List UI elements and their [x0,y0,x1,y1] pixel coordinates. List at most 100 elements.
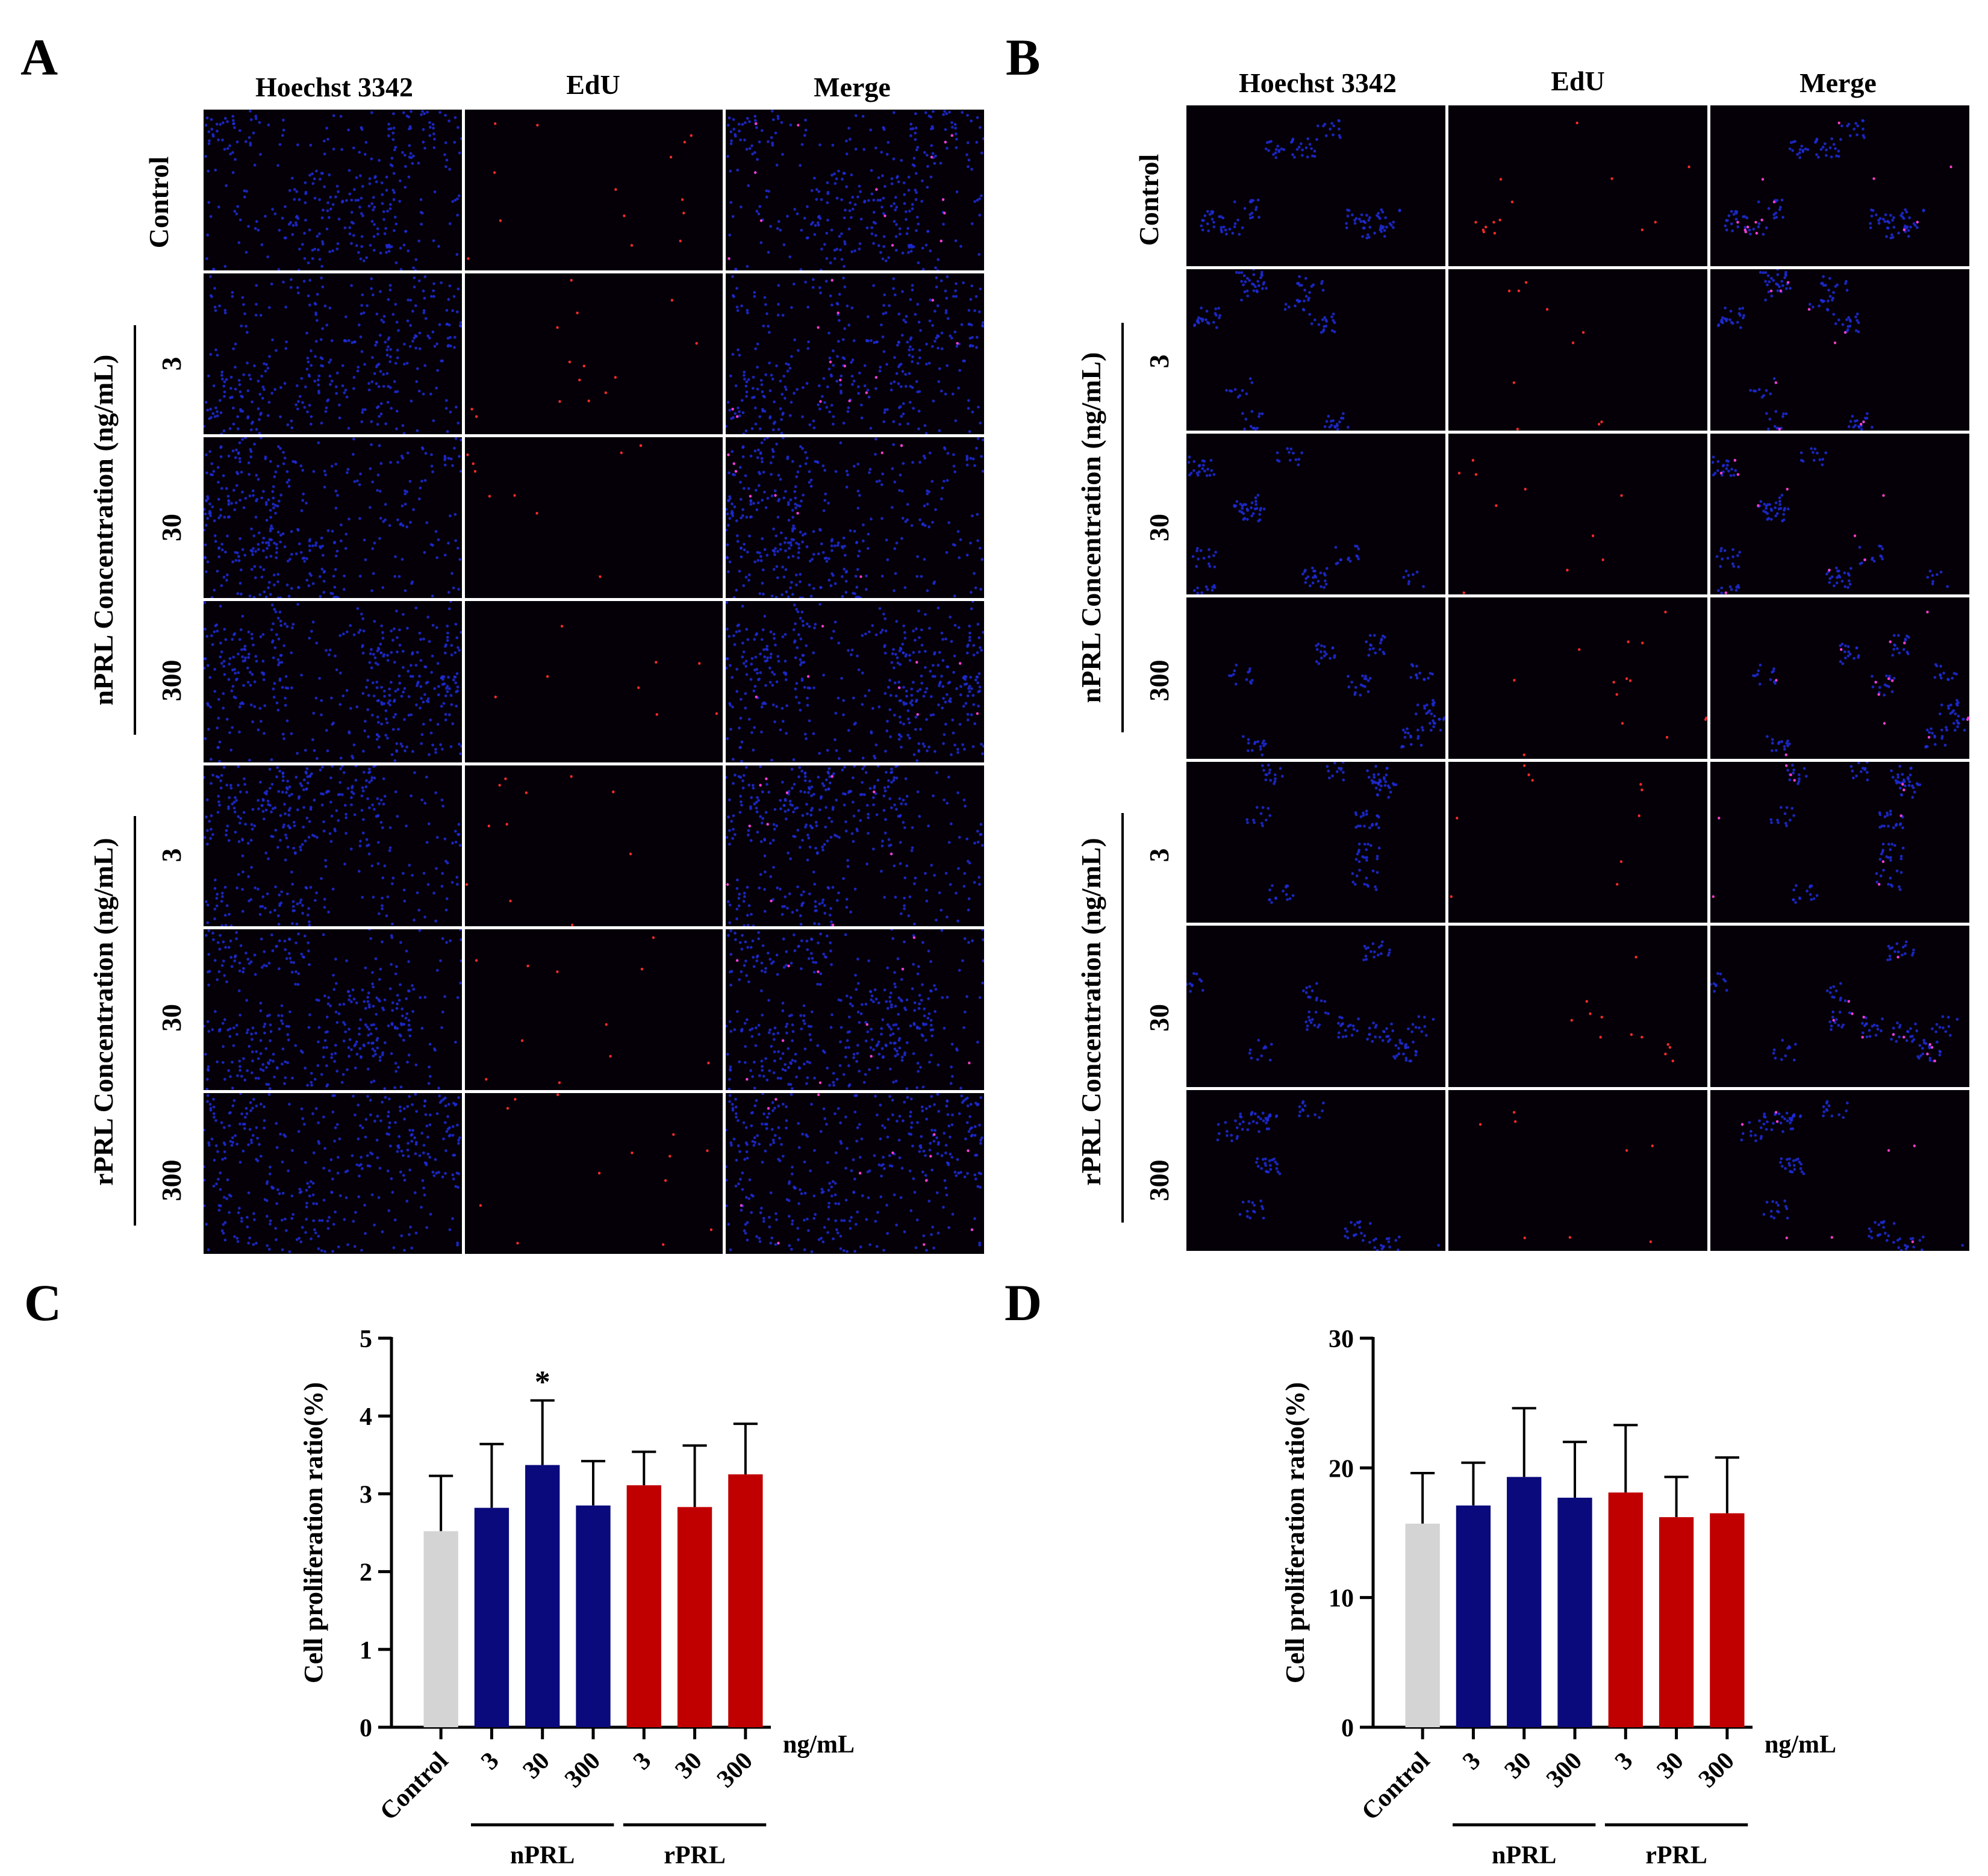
panel-label-d: D [1005,1277,1042,1329]
micrograph-control-edu [465,110,723,270]
row-label-rprl-300: 300 [1145,1160,1173,1201]
micrograph-rprl-30-edu [465,929,723,1090]
micrograph-rprl-30-edu [1448,926,1707,1086]
nprl-group-label: nPRL Concentration (ng/mL) [90,355,117,706]
bar-0 [1405,1524,1439,1727]
bar-4 [627,1485,661,1727]
rprl-group-label: rPRL Concentration (ng/mL) [90,838,117,1186]
x-unit-label: ng/mL [1765,1731,1836,1759]
micrograph-nprl-30-hoechst [204,437,462,598]
micrograph-grid-b [1186,105,1969,1251]
micrograph-rprl-30-hoechst [204,929,462,1090]
micrograph-rprl-3-hoechst [204,765,462,926]
x-tick-label: Control [1356,1747,1435,1826]
x-tick-label: 30 [1500,1747,1537,1784]
micrograph-nprl-3-edu [465,273,723,434]
y-tick-label: 10 [1329,1585,1354,1613]
micrograph-control-merge [726,110,984,270]
y-tick-label: 4 [360,1403,372,1431]
group-label-nPRL: nPRL [1492,1842,1556,1869]
x-tick-label: 30 [670,1747,707,1784]
micrograph-nprl-3-merge [1710,269,1969,430]
micrograph-grid-a [204,110,984,1254]
micrograph-nprl-300-edu [1448,597,1707,758]
bar-3 [1557,1498,1592,1727]
micrograph-control-hoechst [204,110,462,270]
micrograph-rprl-3-edu [465,765,723,926]
x-unit-label: ng/mL [783,1731,855,1759]
micrograph-nprl-300-hoechst [1186,597,1445,758]
micrograph-nprl-3-hoechst [1186,269,1445,430]
column-header-edu: EdU [1448,67,1708,95]
column-header-edu: EdU [464,71,723,99]
x-tick-label: 3 [1610,1747,1638,1775]
micrograph-nprl-300-merge [1710,597,1969,758]
micrograph-rprl-300-merge [726,1093,984,1254]
group-label-rPRL: rPRL [664,1842,726,1869]
row-label-control: Control [145,157,173,249]
micrograph-rprl-3-merge [726,765,984,926]
bar-6 [728,1474,762,1727]
bar-2 [1507,1477,1541,1727]
x-tick-label: 30 [1651,1747,1689,1784]
panel-label-a: A [20,31,58,83]
y-tick-label: 20 [1329,1455,1354,1483]
row-label-nprl-30: 30 [1145,514,1173,541]
micrograph-rprl-3-merge [1710,762,1969,923]
micrograph-nprl-3-hoechst [204,273,462,434]
row-label-nprl-300: 300 [158,660,185,702]
y-tick-label: 30 [1329,1326,1354,1353]
nprl-group-line [1121,323,1124,732]
micrograph-nprl-300-merge [726,601,984,762]
bar-0 [423,1531,458,1727]
micrograph-rprl-3-hoechst [1186,762,1445,923]
micrograph-nprl-300-hoechst [204,601,462,762]
row-label-nprl-300: 300 [1145,660,1173,702]
micrograph-rprl-300-hoechst [1186,1090,1445,1251]
row-label-rprl-30: 30 [1145,1004,1173,1032]
micrograph-rprl-300-edu [465,1093,723,1254]
row-label-rprl-3: 3 [1145,849,1173,862]
row-label-nprl-3: 3 [1145,355,1173,369]
micrograph-rprl-300-edu [1448,1090,1707,1251]
significance-mark: * [535,1365,550,1399]
group-label-rPRL: rPRL [1645,1842,1707,1869]
micrograph-nprl-30-merge [1710,434,1969,594]
micrograph-nprl-300-edu [465,601,723,762]
bar-5 [1659,1517,1694,1727]
x-tick-label: Control [375,1747,453,1826]
rprl-group-label: rPRL Concentration (ng/mL) [1077,838,1105,1186]
y-tick-label: 0 [360,1715,372,1742]
x-tick-label: 30 [518,1747,555,1784]
row-label-nprl-30: 30 [158,514,185,541]
y-tick-label: 0 [1341,1715,1354,1742]
column-header-hoechst: Hoechst 3342 [205,73,464,101]
y-tick-label: 1 [360,1637,372,1665]
y-tick-label: 5 [360,1326,372,1353]
x-tick-label: 300 [1541,1747,1588,1793]
nprl-group-line [134,325,136,735]
x-tick-label: 300 [559,1747,606,1793]
x-tick-label: 300 [712,1747,758,1793]
micrograph-nprl-30-merge [726,437,984,598]
micrograph-nprl-30-edu [1448,434,1707,594]
rprl-group-line [1121,813,1124,1223]
micrograph-rprl-300-hoechst [204,1093,462,1254]
micrograph-nprl-30-hoechst [1186,434,1445,594]
y-tick-label: 2 [360,1559,372,1587]
micrograph-rprl-300-merge [1710,1090,1969,1251]
group-label-nPRL: nPRL [510,1842,575,1869]
x-tick-label: 3 [1457,1747,1486,1775]
micrograph-control-edu [1448,105,1707,266]
panel-label-b: B [1006,31,1040,83]
bar-2 [525,1465,559,1727]
row-label-control: Control [1135,154,1163,246]
row-label-rprl-300: 300 [158,1160,185,1201]
micrograph-rprl-3-edu [1448,762,1707,923]
row-label-rprl-30: 30 [158,1004,185,1032]
micrograph-rprl-30-hoechst [1186,926,1445,1086]
column-header-hoechst: Hoechst 3342 [1188,69,1448,97]
x-tick-label: 300 [1694,1747,1740,1793]
